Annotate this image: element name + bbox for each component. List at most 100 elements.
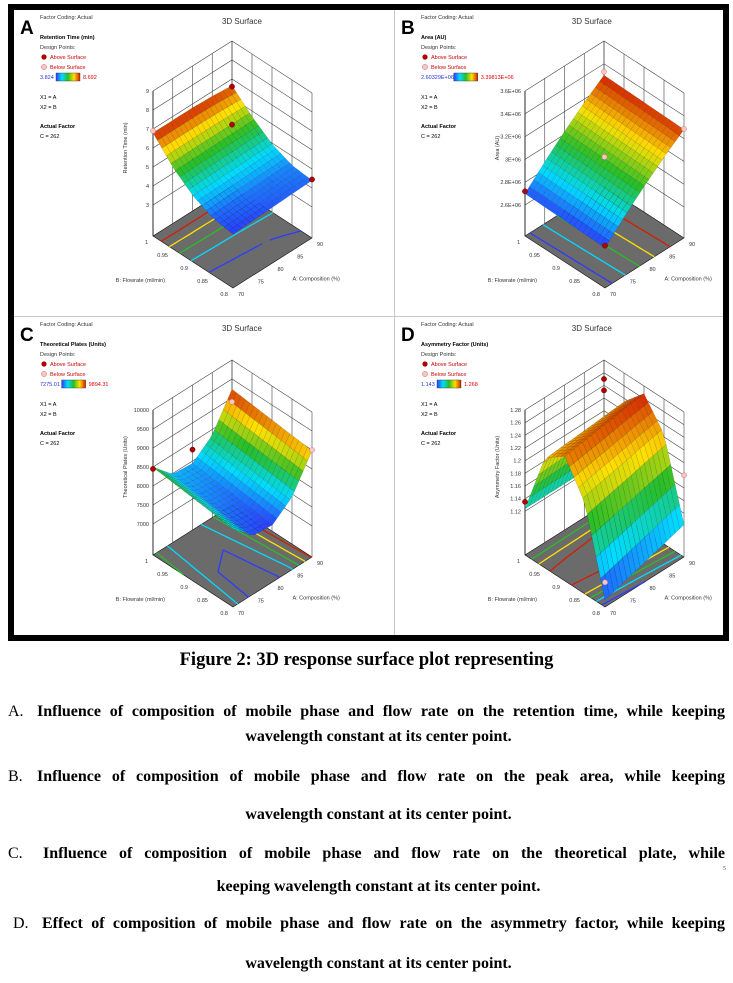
surface-patch [192,492,202,498]
surface-patch [258,157,268,166]
caption-line: wavelength constant at its center point. [245,728,512,745]
below-surface-label: Below Surface [50,65,85,71]
surface-plot: B Factor Coding: Actual Area (AU) Design Po… [401,15,712,298]
z-tick-label: 1.18 [510,471,521,477]
surface-patch [569,462,579,478]
surface-patch [267,446,277,462]
surface-patch [560,200,570,211]
below-surface-marker-icon [422,371,428,377]
surface-patch [577,202,588,213]
z-tick-label: 1.24 [510,433,521,439]
surface-patch [582,432,592,438]
surface-patch [267,194,278,201]
surface-patch [232,197,242,206]
surface-patch [240,465,251,476]
surface-patch [170,472,180,477]
surface-patch [648,135,658,146]
response-label: Area (AU) [421,35,447,41]
surface-patch [648,529,658,555]
y-tick-label: 0.95 [157,253,168,259]
surface-patch [209,441,220,452]
x2-mapping: X2 = B [40,412,57,418]
surface-patch [285,162,295,171]
design-point-above [601,376,607,382]
surface-patch [179,173,189,184]
y-axis-label: B: Flowrate (ml/min) [488,597,537,603]
z-tick-label: 5 [146,165,149,171]
surface-patch [197,499,207,505]
x-tick-label: 85 [669,574,675,580]
x-tick-label: 85 [669,255,675,261]
y-tick-label: 1 [517,240,520,246]
floor-contour-line [601,580,646,606]
colorbar-max-label: 1.268 [464,382,478,388]
y-tick-label: 0.85 [569,279,580,285]
colorbar [436,379,462,389]
surface-patch [165,131,176,143]
caption-line: keeping wavelength constant at its cente… [216,878,541,895]
surface-patch [648,153,658,164]
below-surface-label: Below Surface [431,65,466,71]
z-tick-label: 7000 [137,522,149,528]
surface-patch [542,456,552,473]
surface-patch [245,165,255,174]
surface-patch [648,163,658,174]
surface-patch [241,176,251,185]
surface-patch [577,431,587,436]
surface-patch [586,228,597,240]
surface-patch [600,498,610,524]
surface-patch [289,185,300,193]
surface-patch [613,440,623,455]
surface-patch [533,471,544,487]
surface-patch [529,189,539,200]
x-tick-label: 70 [610,611,616,617]
design-points-label: Design Points: [40,352,76,358]
floor-contour-line [156,516,300,576]
caption-line: Effect of composition of mobile phase an… [42,915,725,932]
design-point-below [601,68,607,75]
surface-patch [635,541,645,567]
x-tick-label: 80 [278,267,284,273]
surface-patch [626,196,636,207]
surface-patch [188,480,198,487]
z-tick-label: 8500 [137,465,149,471]
floor-contour-line [190,212,274,262]
surface-patch [228,525,238,531]
z-tick-label: 2.6E+06 [500,203,521,209]
z-tick-label: 6 [146,146,149,152]
y-tick-label: 0.8 [592,611,600,617]
surface-patch [613,410,623,416]
chart-title: 3D Surface [222,324,263,333]
surface-patch [635,435,645,449]
colorbar-max-label: 9894.31 [89,382,109,388]
colorbar-min-label: 3.824 [40,75,54,81]
surface-patch [626,549,636,576]
surface-patch [205,457,215,468]
surface-patch [197,497,207,503]
surface-patch [219,518,229,524]
surface-patch [272,498,282,510]
surface-patch [586,426,596,432]
floor-contour-line [217,549,281,598]
surface-patch [644,427,654,442]
y-axis-label: B: Flowrate (ml/min) [488,278,537,284]
surface-patch [272,450,282,465]
x-tick-label: 90 [317,242,323,248]
y-tick-label: 0.8 [220,292,228,298]
surface-patch [254,175,264,184]
x-tick-label: 80 [278,586,284,592]
surface-patch [263,521,273,528]
z-tick-label: 3.6E+06 [500,89,521,95]
surface-patch [231,405,242,421]
surface-patch [232,526,242,532]
y-tick-label: 0.95 [157,572,168,578]
surface-patch [595,165,605,176]
surface-patch [298,457,308,472]
surface-patch [652,451,663,477]
surface-patch [214,419,224,434]
y-tick-label: 1 [145,559,148,565]
surface-patch [280,185,291,193]
surface-patch [675,504,685,530]
z-tick-label: 3.2E+06 [500,135,521,141]
response-label: Retention Time (min) [40,35,95,41]
